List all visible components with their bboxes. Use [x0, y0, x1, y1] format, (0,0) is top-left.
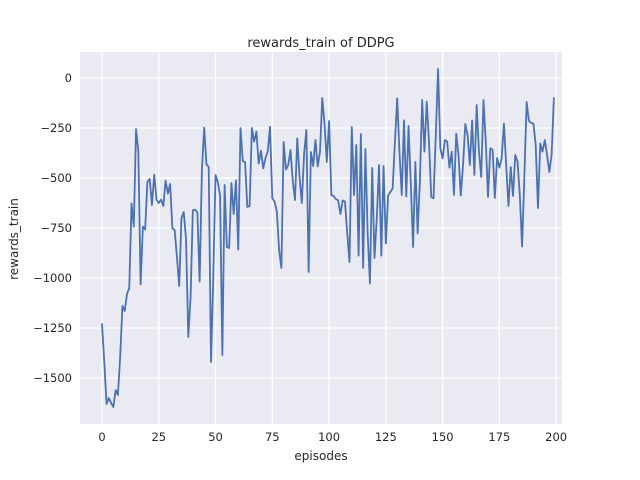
x-tick-label: 200: [545, 430, 567, 444]
y-tick-label: −1000: [33, 271, 72, 285]
y-tick-label: −1500: [33, 371, 72, 385]
x-tick-label: 0: [98, 430, 105, 444]
gridlines: [80, 52, 562, 424]
y-tick-label: −750: [40, 221, 72, 235]
y-tick-label: −1250: [33, 321, 72, 335]
y-tick-label: 0: [65, 71, 72, 85]
x-tick-label: 175: [488, 430, 510, 444]
y-tick-labels: 0 −250 −500 −750 −1000 −1250 −1500: [33, 71, 72, 385]
y-tick-label: −250: [40, 121, 72, 135]
x-tick-label: 50: [208, 430, 223, 444]
x-axis-label: episodes: [294, 449, 348, 463]
x-tick-label: 100: [318, 430, 340, 444]
reward-line: [101, 68, 555, 408]
x-tick-labels: 0 25 50 75 100 125 150 175 200: [98, 430, 567, 444]
x-tick-label: 25: [151, 430, 166, 444]
y-axis-label: rewards_train: [7, 198, 21, 280]
y-tick-label: −500: [40, 171, 72, 185]
x-tick-label: 125: [375, 430, 397, 444]
x-tick-label: 75: [265, 430, 280, 444]
chart-title: rewards_train of DDPG: [247, 36, 395, 51]
x-tick-label: 150: [432, 430, 454, 444]
